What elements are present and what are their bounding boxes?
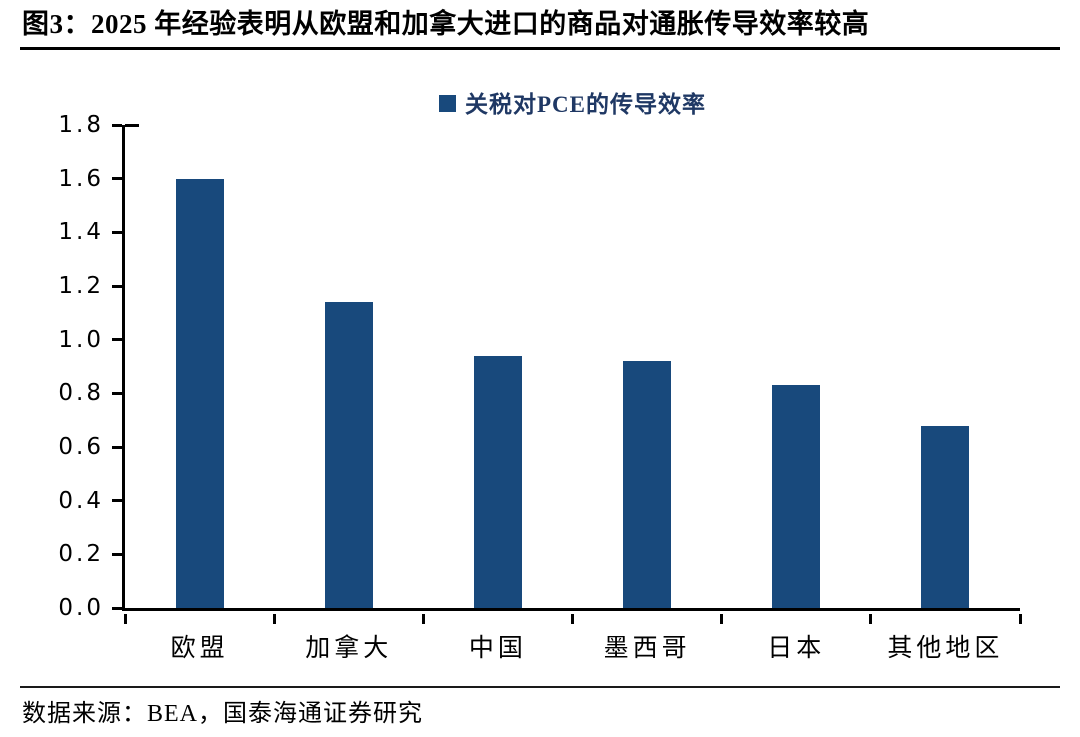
bar-中国	[473, 355, 522, 608]
x-axis-label: 中国	[468, 635, 527, 662]
y-axis-tick-label: 0.2	[58, 541, 104, 568]
y-axis-tick	[112, 391, 122, 395]
y-axis-tick	[112, 499, 122, 503]
x-axis-tick	[869, 614, 873, 624]
x-axis-tick	[720, 614, 724, 624]
y-axis-tick	[112, 338, 122, 342]
page-title: 图3：2025 年经验表明从欧盟和加拿大进口的商品对通胀传导效率较高	[22, 9, 870, 39]
y-axis-tick	[112, 284, 122, 288]
y-axis-tick-label: 1.6	[58, 165, 104, 192]
y-axis-tick	[112, 230, 122, 234]
y-axis-tick	[112, 123, 122, 127]
y-axis-tick	[112, 445, 122, 449]
y-axis-top-cap	[125, 124, 139, 127]
bar-日本	[772, 385, 821, 608]
x-axis-label: 其他地区	[887, 635, 1004, 662]
y-axis-tick	[112, 606, 122, 610]
x-axis-tick	[123, 614, 127, 624]
x-axis-labels: 欧盟 加拿大 中国 墨西哥 日本 其他地区	[125, 628, 1020, 662]
legend-swatch-icon	[439, 94, 456, 112]
title-divider	[20, 47, 1060, 50]
x-axis-tick	[421, 614, 425, 624]
legend-label: 关税对PCE的传导效率	[465, 92, 706, 117]
y-axis-tick-label: 0.4	[58, 487, 104, 514]
bar-欧盟	[175, 178, 224, 608]
x-axis-label: 墨西哥	[603, 635, 691, 662]
x-axis-label: 日本	[767, 635, 826, 662]
y-axis-tick-label: 0.0	[58, 595, 104, 621]
bar-加拿大	[324, 302, 373, 608]
chart-legend: 关税对PCE的传导效率	[125, 85, 1020, 119]
x-axis-tick	[272, 614, 276, 624]
bar-其他地区	[921, 425, 970, 608]
x-axis-tick	[571, 614, 574, 624]
plot-area	[112, 123, 1022, 624]
y-axis-tick	[112, 552, 122, 556]
y-axis-tick	[112, 177, 122, 181]
y-axis-tick-label: 1.8	[58, 112, 104, 138]
y-axis-tick-label: 1.2	[58, 273, 104, 299]
footer-divider	[20, 686, 1060, 688]
y-axis-tick-label: 1.0	[58, 326, 104, 353]
bar-墨西哥	[623, 361, 672, 608]
y-axis-tick-label: 1.4	[58, 219, 104, 246]
x-axis-label: 加拿大	[305, 635, 393, 662]
y-axis-tick-label: 0.6	[58, 434, 104, 460]
source-note: 数据来源：BEA，国泰海通证券研究	[22, 701, 423, 727]
x-axis-label: 欧盟	[170, 635, 229, 662]
y-axis-tick-label: 0.8	[58, 380, 104, 407]
y-axis-tick-labels: 0.0 0.2 0.4 0.6 0.8 1.0 1.2 1.4 1.6 1.8	[0, 112, 104, 621]
x-axis-tick	[1018, 614, 1022, 624]
